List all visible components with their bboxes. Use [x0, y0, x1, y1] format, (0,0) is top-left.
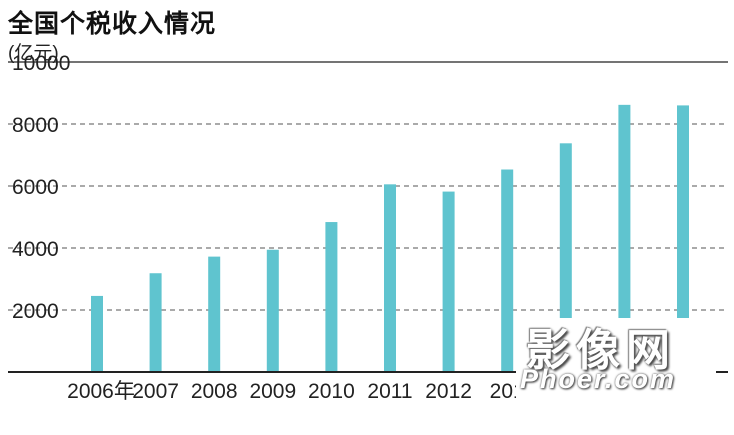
y-tick-labels: 2000 4000 6000 8000 10000	[12, 52, 70, 323]
bar	[91, 295, 103, 372]
x-tick-label: 2007	[132, 380, 179, 403]
watermark-logo-cn: 影像网	[526, 326, 676, 375]
y-tick-label: 8000	[12, 114, 59, 137]
x-tick-label: 201	[490, 380, 525, 403]
bar	[266, 249, 279, 372]
grid-lines	[8, 123, 728, 311]
chart-title: 全国个税收入情况	[8, 10, 217, 38]
x-tick-label: 2008	[191, 380, 238, 403]
y-tick-label: 4000	[12, 238, 59, 261]
y-tick-label: 6000	[12, 176, 59, 199]
bar	[384, 184, 396, 372]
x-tick-label: 2011	[367, 380, 412, 403]
x-tick-label: 2006年	[67, 380, 135, 403]
bar	[208, 256, 221, 372]
watermark-logo-en: Phoer.com	[520, 364, 677, 394]
y-tick-label: 2000	[12, 300, 59, 323]
bar	[325, 222, 338, 372]
x-tick-label: 2010	[308, 380, 355, 403]
bar	[618, 104, 631, 372]
bar	[149, 273, 162, 372]
bars	[91, 104, 689, 373]
bar	[501, 169, 514, 372]
bar	[559, 143, 572, 372]
x-tick-label: 2012	[425, 380, 472, 403]
x-tick-label: 2009	[249, 380, 296, 403]
watermark-backdrop	[516, 318, 716, 430]
y-axis-unit-label: (亿元)	[8, 43, 59, 64]
bar	[677, 105, 689, 373]
bar	[442, 191, 455, 372]
y-tick-label: 10000	[12, 52, 70, 75]
